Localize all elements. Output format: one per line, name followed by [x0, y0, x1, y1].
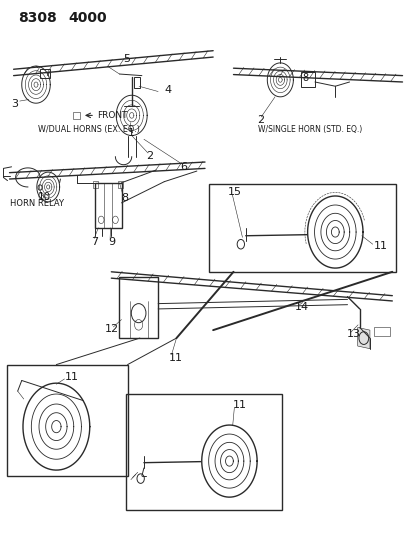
Text: 11: 11 [64, 372, 78, 382]
Text: 8: 8 [302, 72, 308, 83]
Text: HORN RELAY: HORN RELAY [9, 199, 63, 208]
Text: FRONT: FRONT [97, 111, 127, 120]
Text: 4: 4 [164, 85, 171, 95]
Bar [373, 327, 389, 336]
Text: 11: 11 [168, 353, 182, 362]
Bar [119, 277, 158, 338]
Polygon shape [357, 327, 369, 349]
Text: W/SINGLE HORN (STD. EQ.): W/SINGLE HORN (STD. EQ.) [257, 125, 361, 134]
Text: 7: 7 [91, 237, 98, 247]
Text: W/DUAL HORNS (EX. EQ.): W/DUAL HORNS (EX. EQ.) [38, 125, 139, 134]
Bar [118, 181, 123, 188]
Text: 13: 13 [346, 329, 360, 340]
Text: 2: 2 [146, 151, 153, 161]
Text: 9: 9 [108, 237, 115, 247]
Bar [7, 365, 127, 476]
Bar [95, 183, 121, 228]
Text: 15: 15 [227, 187, 241, 197]
Text: 1: 1 [127, 128, 134, 138]
Bar [133, 77, 140, 88]
Text: 4000: 4000 [68, 11, 107, 26]
Text: 14: 14 [294, 302, 308, 312]
Bar [125, 394, 282, 511]
Bar [40, 69, 50, 78]
Text: 11: 11 [232, 400, 246, 410]
Bar [72, 112, 80, 118]
Text: 11: 11 [373, 241, 387, 252]
Text: 8: 8 [121, 192, 128, 203]
Text: 2: 2 [256, 115, 264, 125]
Text: 6: 6 [180, 162, 187, 172]
Bar [300, 72, 314, 87]
Text: 8308: 8308 [18, 11, 56, 26]
Text: 10: 10 [38, 191, 51, 201]
Text: 12: 12 [105, 324, 119, 334]
Text: 3: 3 [11, 99, 18, 109]
Text: 5: 5 [123, 54, 130, 63]
Bar [209, 184, 396, 272]
Bar [93, 181, 98, 188]
